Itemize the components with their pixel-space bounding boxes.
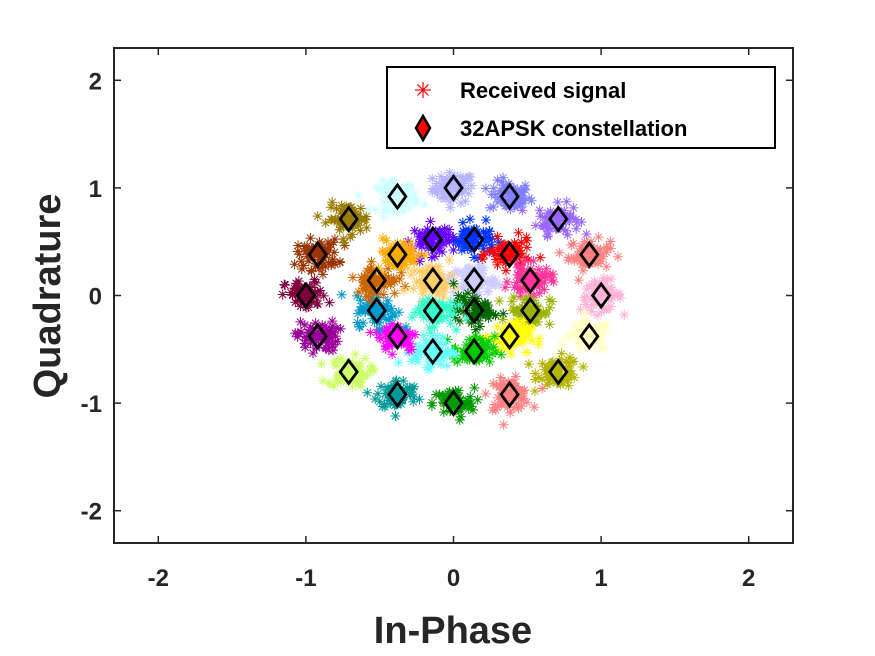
y-tick-label-2: 0: [89, 284, 102, 311]
constellation-point-30: [463, 296, 485, 325]
constellation-point-27: [387, 240, 408, 269]
constellation-point-1: [499, 182, 520, 211]
x-tick-label-3: 1: [594, 565, 607, 592]
constellation-point-0: [443, 174, 464, 202]
cluster-27: [373, 233, 430, 278]
constellation-point-24: [387, 322, 408, 351]
constellation-point-11: [307, 322, 328, 351]
cluster-19: [500, 255, 559, 303]
constellation-point-5: [579, 322, 600, 351]
constellation-point-14: [338, 205, 359, 233]
constellation-diamonds: [295, 174, 612, 417]
legend: Received signal 32APSK constellation: [386, 66, 776, 149]
constellation-point-19: [520, 266, 541, 295]
x-tick-label-4: 2: [742, 565, 755, 592]
constellation-point-25: [366, 296, 387, 325]
y-tick-label-3: 1: [89, 176, 102, 203]
cluster-15: [353, 174, 430, 223]
received-point-group-17: [450, 214, 508, 264]
constellation-point-23: [422, 337, 444, 366]
legend-diamond-marker: [414, 113, 432, 143]
constellation-point-7: [499, 380, 520, 409]
constellation-point-3: [579, 240, 600, 269]
constellation-point-28: [422, 266, 444, 295]
constellation-point-10: [338, 358, 359, 386]
x-axis-title: In-Phase: [374, 610, 532, 652]
constellation-point-15: [387, 182, 408, 211]
y-tick-label-4: 2: [89, 68, 102, 95]
x-tick-labels: -2 -1 0 1 2: [148, 565, 756, 592]
constellation-point-6: [548, 358, 569, 386]
constellation-point-31: [422, 296, 444, 325]
constellation-point-22: [463, 337, 485, 366]
cluster-17: [450, 214, 508, 264]
constellation-point-9: [387, 380, 408, 409]
y-axis-title: Quadrature: [27, 194, 69, 399]
received-point-group-21: [478, 315, 545, 359]
constellation-point-17: [463, 225, 485, 254]
constellation-point-8: [443, 389, 464, 417]
constellation-point-26: [366, 266, 387, 295]
received-point-group-27: [373, 233, 430, 278]
constellation-point-16: [422, 225, 444, 254]
constellation-point-12: [295, 281, 317, 310]
received-point-group-19: [500, 255, 559, 303]
constellation-point-21: [499, 322, 520, 351]
constellation-point-2: [548, 205, 569, 233]
y-tick-label-0: -2: [81, 499, 102, 526]
x-tick-label-1: -1: [295, 565, 316, 592]
x-tick-label-2: 0: [447, 565, 460, 592]
legend-label-constellation: 32APSK constellation: [460, 116, 687, 141]
constellation-point-20: [520, 296, 541, 325]
constellation-point-18: [499, 240, 520, 269]
legend-asterisk-marker: [415, 82, 431, 98]
constellation-point-13: [307, 240, 328, 269]
y-tick-label-1: -1: [81, 391, 102, 418]
legend-label-received: Received signal: [460, 78, 626, 103]
legend-box: [386, 66, 776, 149]
constellation-point-4: [590, 281, 612, 310]
cluster-21: [478, 315, 545, 359]
y-tick-labels: -2 -1 0 1 2: [81, 68, 102, 525]
axis-ticks: [114, 48, 793, 543]
received-point-group-15: [353, 174, 430, 223]
x-tick-label-0: -2: [148, 565, 169, 592]
constellation-point-29: [463, 266, 485, 295]
